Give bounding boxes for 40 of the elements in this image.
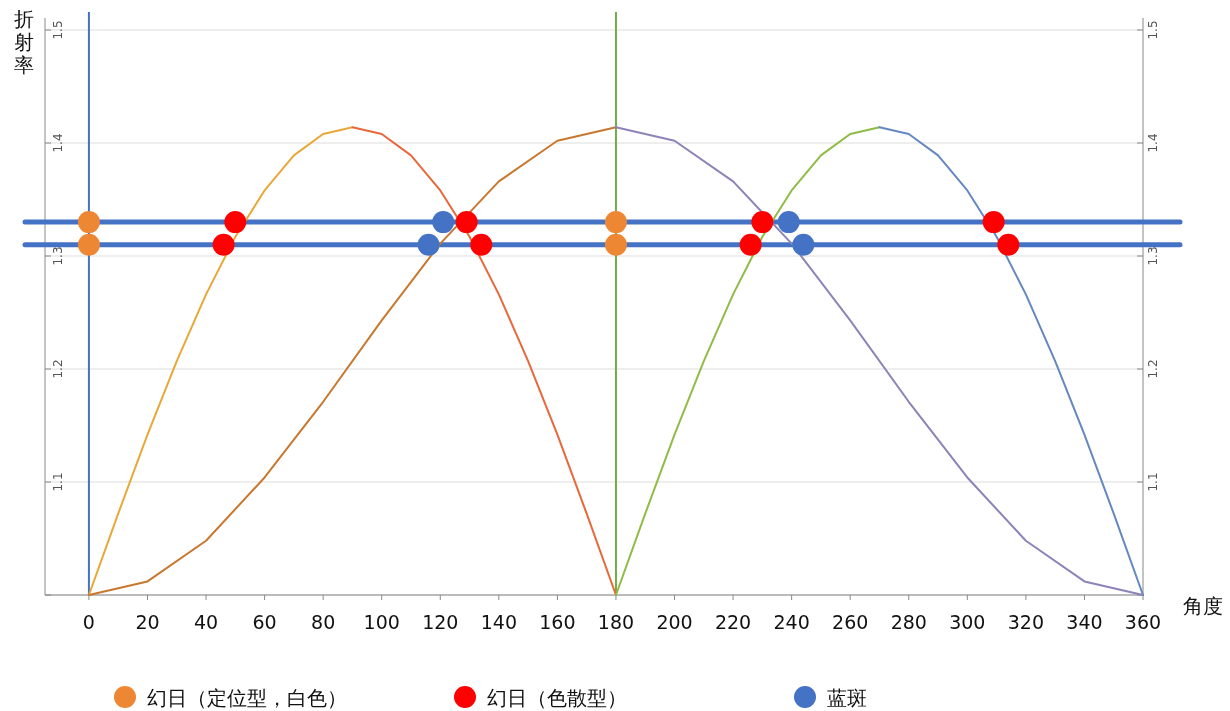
- x-tick-label: 360: [1124, 611, 1162, 633]
- line-series: [614, 126, 881, 596]
- x-axis-title: 角度: [1183, 594, 1223, 618]
- x-tick-label: 180: [597, 611, 635, 633]
- y2-tick-label: 1.4: [1146, 133, 1160, 153]
- y2-tick-label: 1.5: [1146, 20, 1160, 40]
- x-tick-label: 260: [832, 611, 869, 633]
- y2-tick-label: 1.2: [1146, 359, 1160, 379]
- x-tick-label: 320: [1007, 611, 1045, 633]
- x-tick-label: 220: [714, 611, 752, 633]
- y2-tick-label: 1.1: [1146, 472, 1160, 492]
- x-tick-label: 280: [890, 611, 927, 633]
- y-tick-label: 1.2: [51, 359, 65, 379]
- line-series: [614, 126, 1144, 596]
- line-series: [351, 126, 617, 596]
- y-tick-label: 1.4: [51, 133, 65, 153]
- y-tick-label: 1.3: [51, 246, 65, 266]
- x-tick-label: 60: [252, 611, 277, 633]
- x-tick-label: 160: [539, 611, 576, 633]
- x-tick-label: 340: [1066, 611, 1103, 633]
- legend-label: 幻日（定位型，白色）: [147, 686, 347, 710]
- x-tick-label: 0: [82, 611, 95, 633]
- x-tick-label: 300: [949, 611, 986, 633]
- line-series: [87, 126, 354, 596]
- y-tick-label: 1.1: [51, 472, 65, 492]
- legend-label: 幻日（色散型）: [487, 686, 627, 710]
- x-tick-label: 240: [773, 611, 810, 633]
- y-tick-label: 1.5: [51, 20, 65, 40]
- y2-tick-label: 1.3: [1146, 246, 1160, 266]
- x-tick-label: 40: [193, 611, 219, 633]
- x-tick-label: 140: [480, 611, 517, 633]
- line-series: [87, 126, 617, 596]
- y-axis-title: 折射率: [14, 7, 34, 77]
- x-tick-label: 120: [422, 611, 459, 633]
- line-series: [878, 126, 1144, 596]
- legend-label: 蓝斑: [827, 686, 867, 710]
- x-tick-label: 80: [311, 611, 336, 633]
- x-tick-label: 100: [363, 611, 400, 633]
- x-tick-label: 20: [135, 611, 160, 633]
- x-tick-label: 200: [656, 611, 693, 633]
